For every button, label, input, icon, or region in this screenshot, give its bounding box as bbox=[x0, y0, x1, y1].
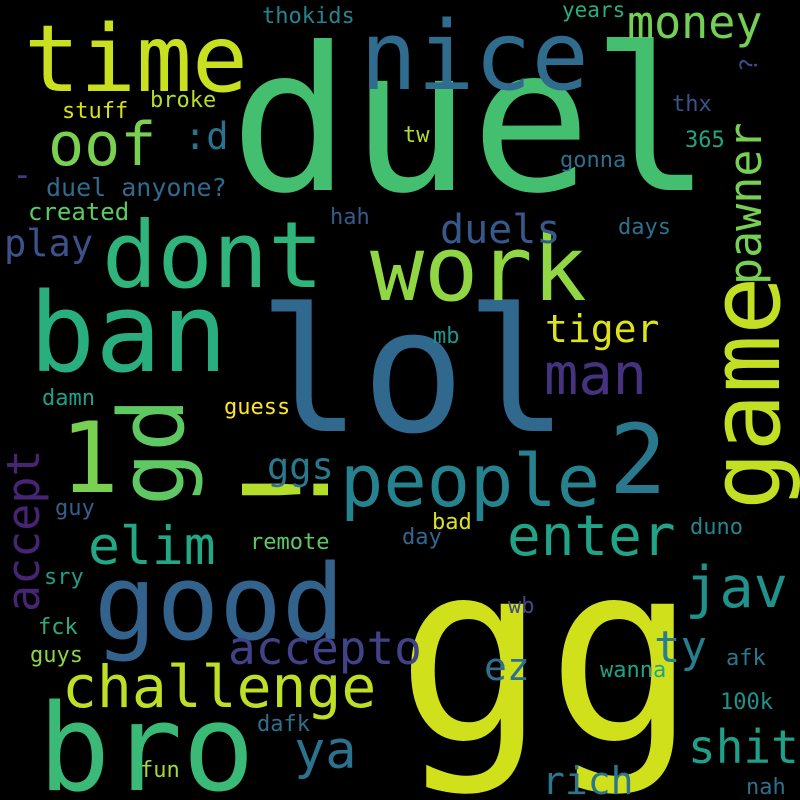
word-sry: sry bbox=[44, 565, 84, 590]
word-nah: nah bbox=[746, 775, 786, 800]
word-guy: guy bbox=[55, 496, 95, 521]
word-broke: broke bbox=[150, 88, 217, 113]
word-dafk: dafk bbox=[257, 712, 310, 737]
word-ya: ya bbox=[294, 721, 357, 781]
word-damn: damn bbox=[42, 386, 95, 411]
word-created: created bbox=[28, 198, 130, 226]
word-pawner: pawner bbox=[719, 122, 772, 285]
word-2: 2 bbox=[609, 404, 667, 516]
word-tiger: tiger bbox=[545, 307, 660, 351]
word-ban: ban bbox=[29, 269, 228, 397]
word-wb: wb bbox=[508, 594, 535, 619]
word-ggs: ggs bbox=[267, 445, 334, 488]
word-dont: dont bbox=[102, 202, 324, 309]
word-day: day bbox=[402, 525, 442, 550]
word-accepto: accepto bbox=[228, 621, 422, 675]
word-mb: mb bbox=[433, 324, 460, 349]
word-1: 1 bbox=[60, 402, 120, 516]
word-bro: bro bbox=[38, 680, 255, 800]
word-afk: afk bbox=[726, 646, 766, 671]
word-remote: remote bbox=[250, 530, 330, 555]
word-tw: tw bbox=[403, 123, 430, 148]
word-time: time bbox=[24, 5, 248, 113]
word-question: ? bbox=[735, 57, 763, 72]
word-gd: gd bbox=[100, 397, 205, 506]
word-lol: lol bbox=[258, 271, 569, 472]
word-thokids: thokids bbox=[262, 4, 355, 29]
word-years: years bbox=[562, 0, 626, 22]
word-fun: fun bbox=[140, 758, 180, 783]
word-man: man bbox=[544, 342, 647, 408]
word-work: work bbox=[370, 217, 587, 322]
word-wanna: wanna bbox=[600, 658, 667, 683]
word-guys: guys bbox=[30, 643, 83, 668]
word-shit: shit bbox=[688, 720, 799, 774]
word-bad: bad bbox=[432, 510, 472, 535]
word-ty: ty bbox=[654, 622, 707, 673]
word-duel: duel bbox=[230, 5, 712, 238]
word-duel-anyone: duel anyone? bbox=[46, 173, 227, 202]
word-jav: jav bbox=[685, 555, 788, 621]
word-enter: enter bbox=[507, 504, 676, 569]
word-elim: elim bbox=[88, 516, 216, 577]
word-people: people bbox=[340, 439, 601, 523]
word-oof: oof bbox=[48, 110, 157, 180]
word-colon-d: :d bbox=[184, 115, 229, 158]
word-stuff: stuff bbox=[62, 99, 129, 124]
word-game: game bbox=[689, 276, 800, 510]
word-365: 365 bbox=[685, 128, 725, 153]
word-gg: gg bbox=[396, 508, 698, 799]
word-nice: nice bbox=[360, 2, 589, 112]
word-guess: guess bbox=[224, 395, 291, 420]
word-money: money bbox=[627, 0, 763, 49]
word-dash: - bbox=[12, 155, 33, 195]
word-rich: rich bbox=[542, 759, 634, 800]
word-ez: ez bbox=[484, 645, 530, 689]
word-challenge: challenge bbox=[62, 653, 377, 721]
word-duno: duno bbox=[690, 515, 743, 540]
word-gonna: gonna bbox=[560, 148, 627, 173]
word-duels: duels bbox=[440, 207, 561, 253]
word-fck: fck bbox=[38, 615, 78, 640]
word-100k: 100k bbox=[720, 690, 773, 715]
word-days: days bbox=[618, 215, 671, 240]
word-thx: thx bbox=[672, 92, 712, 117]
word-hah: hah bbox=[330, 205, 370, 230]
word-accept: accept bbox=[0, 449, 50, 612]
word-good: good bbox=[94, 542, 345, 664]
word-play: play bbox=[4, 222, 94, 265]
